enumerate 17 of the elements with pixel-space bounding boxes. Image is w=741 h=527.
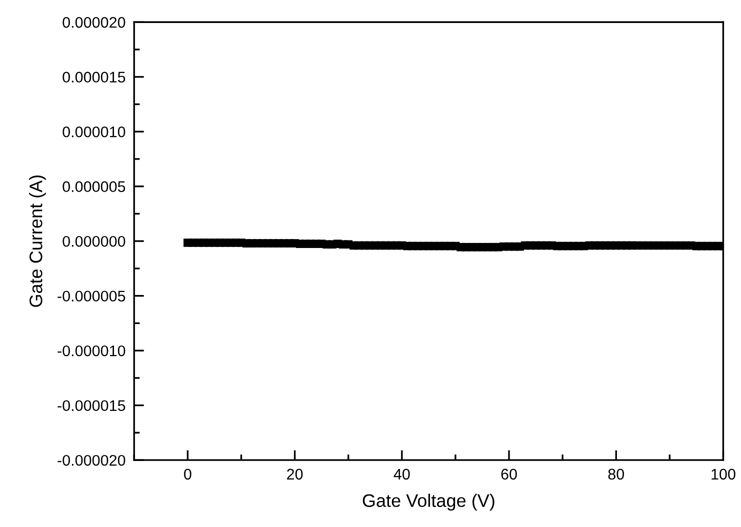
x-axis-title: Gate Voltage (V) [362, 494, 494, 511]
x-tick-label: 0 [184, 468, 192, 480]
x-tick-label: 100 [712, 468, 736, 480]
y-tick-label: 0.000020 [62, 17, 126, 28]
y-axis-title: Gate Current (A) [29, 175, 46, 307]
y-tick-label: 0.000000 [62, 236, 126, 247]
y-tick-label: -0.000010 [58, 345, 126, 356]
x-tick-label: 60 [501, 468, 517, 480]
y-tick-label: -0.000020 [58, 454, 126, 466]
x-tick-label: 40 [394, 468, 410, 480]
y-tick-label: 0.000005 [62, 181, 126, 192]
y-tick-label: -0.000005 [58, 290, 126, 302]
x-tick-label: 20 [287, 468, 303, 480]
y-tick-label: -0.000015 [58, 400, 126, 412]
x-tick-label: 80 [608, 468, 624, 480]
y-tick-label: 0.000015 [62, 72, 126, 83]
y-tick-label: 0.000010 [62, 126, 126, 138]
